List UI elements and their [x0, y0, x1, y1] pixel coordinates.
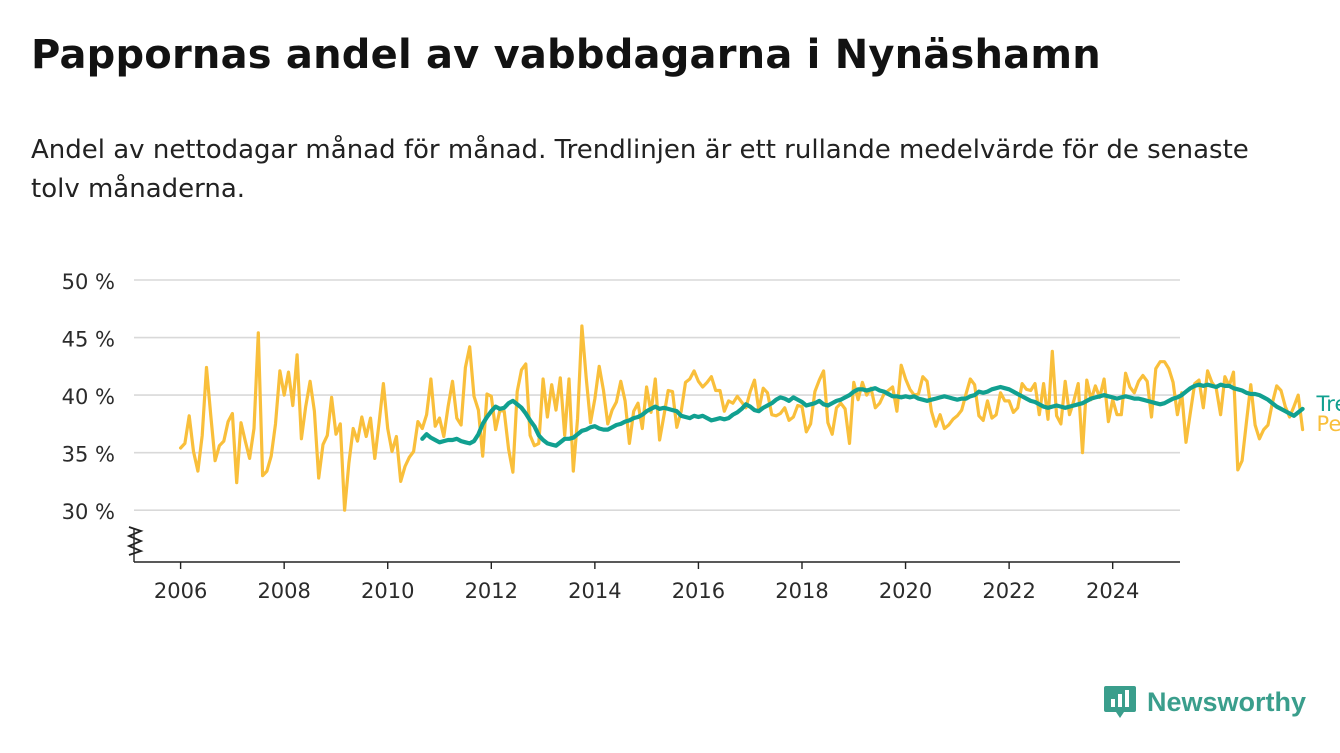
x-tick-label: 2010 — [361, 579, 414, 603]
x-tick-label: 2022 — [982, 579, 1035, 603]
series-line-trend — [420, 382, 1305, 448]
series-label-trend: Trend — [1316, 392, 1340, 416]
x-tick-label: 2020 — [879, 579, 932, 603]
y-tick-label: 35 % — [62, 443, 115, 467]
series-label-per-manad: Per månad — [1317, 411, 1340, 436]
y-tick-label: 45 % — [62, 328, 115, 352]
chart-title: Pappornas andel av vabbdagarna i Nynäsha… — [31, 32, 1101, 78]
axis-break-icon — [126, 526, 144, 556]
x-tick-label: 2012 — [465, 579, 518, 603]
y-tick-label: 30 % — [62, 500, 115, 524]
series-line-per-manad — [179, 324, 1305, 512]
y-tick-label: 40 % — [62, 385, 115, 409]
brand-name: Newsworthy — [1147, 686, 1307, 717]
x-tick-label: 2006 — [154, 579, 207, 603]
newsworthy-logo-icon — [1104, 686, 1136, 718]
x-tick-label: 2016 — [672, 579, 725, 603]
x-tick-label: 2008 — [257, 579, 310, 603]
x-tick-label: 2018 — [775, 579, 828, 603]
chart-subtitle: Andel av nettodagar månad för månad. Tre… — [31, 135, 1249, 204]
x-tick-label: 2024 — [1086, 579, 1139, 603]
y-tick-label: 50 % — [62, 270, 115, 294]
x-tick-label: 2014 — [568, 579, 621, 603]
brand-logo[interactable]: Newsworthy — [1103, 684, 1306, 720]
